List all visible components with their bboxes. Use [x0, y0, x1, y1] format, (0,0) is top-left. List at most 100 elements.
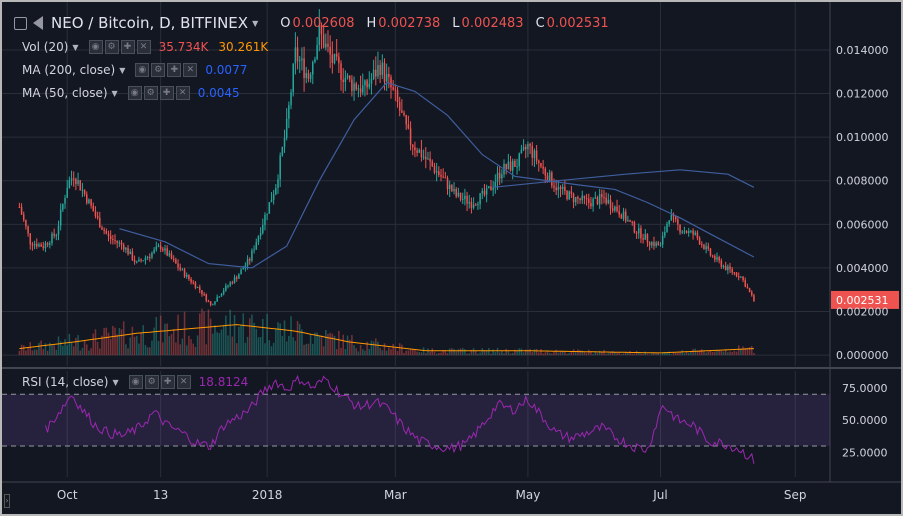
- candle-body: [442, 176, 444, 178]
- volume-bar: [407, 350, 410, 356]
- candle-body: [338, 56, 340, 64]
- candle-body: [257, 235, 260, 243]
- candle-body: [153, 249, 155, 253]
- candle-body: [101, 227, 103, 230]
- volume-bar: [731, 351, 733, 356]
- eye-icon[interactable]: ◉: [88, 40, 103, 54]
- volume-bar: [142, 325, 145, 356]
- candle-body: [81, 189, 84, 191]
- candle-body: [470, 202, 473, 208]
- candle-body: [655, 242, 657, 246]
- ma200-value: 0.0077: [205, 63, 248, 77]
- volume-bar: [433, 351, 436, 356]
- more-icon[interactable]: ✚: [120, 40, 135, 54]
- candle-body: [22, 214, 25, 220]
- volume-bar: [531, 352, 534, 356]
- candle-body: [748, 288, 751, 292]
- volume-bar: [283, 320, 286, 356]
- candle-body: [751, 291, 753, 296]
- settings-icon[interactable]: ⚙: [143, 86, 158, 100]
- more-icon[interactable]: ✚: [167, 63, 182, 77]
- volume-bar: [411, 349, 414, 356]
- symbol-title[interactable]: NEO / Bitcoin, D, BITFINEX: [51, 14, 249, 32]
- volume-bar: [598, 350, 601, 356]
- scroll-left-handle[interactable]: ›: [4, 494, 10, 508]
- volume-bar: [238, 326, 240, 356]
- close-icon[interactable]: ✕: [136, 40, 151, 54]
- rsi-label[interactable]: RSI (14, close): [22, 375, 109, 389]
- candle-body: [359, 88, 362, 93]
- volume-bar: [170, 334, 173, 356]
- candle-body: [96, 216, 99, 218]
- settings-icon[interactable]: ⚙: [144, 375, 159, 389]
- candle-body: [272, 194, 275, 200]
- candle-body: [170, 253, 173, 259]
- chevron-down-icon[interactable]: ▼: [252, 18, 259, 28]
- candle-body: [553, 185, 555, 188]
- rsi-tick-label: 75.0000: [842, 382, 888, 395]
- settings-icon[interactable]: ⚙: [151, 63, 166, 77]
- candle-body: [27, 226, 29, 234]
- volume-bar: [33, 349, 36, 356]
- candle-body: [464, 195, 466, 200]
- candle-body: [744, 280, 747, 287]
- ma200-label[interactable]: MA (200, close): [22, 63, 116, 77]
- eye-icon[interactable]: ◉: [128, 375, 143, 389]
- more-icon[interactable]: ✚: [159, 86, 174, 100]
- volume-bar: [444, 350, 447, 356]
- volume-bar: [57, 336, 60, 356]
- candle-body: [540, 162, 542, 167]
- eye-icon[interactable]: ◉: [127, 86, 142, 100]
- volume-bar: [366, 341, 368, 356]
- volume-bar: [664, 352, 666, 356]
- symbol-legend: NEO / Bitcoin, D, BITFINEX ▼ O 0.002608 …: [14, 14, 609, 32]
- volume-bar: [292, 337, 294, 356]
- volume-bar: [535, 348, 538, 356]
- settings-icon[interactable]: ⚙: [104, 40, 119, 54]
- candle-body: [196, 286, 199, 288]
- candle-body: [29, 233, 32, 245]
- volume-bar: [183, 311, 186, 356]
- volume-bar: [720, 350, 723, 356]
- candle-body: [420, 149, 423, 158]
- volume-bar: [296, 321, 299, 356]
- more-icon[interactable]: ✚: [160, 375, 175, 389]
- candle-body: [427, 158, 429, 160]
- candle-body: [731, 269, 733, 273]
- volume-bar: [281, 335, 284, 356]
- candle-body: [466, 195, 468, 204]
- candle-body: [233, 277, 236, 284]
- volume-bar: [685, 351, 688, 356]
- eye-icon[interactable]: ◉: [135, 63, 150, 77]
- ma50-label[interactable]: MA (50, close): [22, 86, 108, 100]
- candle-body: [109, 236, 112, 239]
- candle-body: [653, 241, 655, 246]
- volume-bar: [431, 348, 434, 356]
- candle-body: [303, 58, 305, 78]
- volume-bar: [85, 344, 88, 356]
- volume-bar: [551, 353, 553, 356]
- chevron-down-icon[interactable]: ▼: [111, 88, 118, 98]
- volume-bar: [548, 353, 551, 356]
- volume-bar: [577, 349, 579, 356]
- vol-label[interactable]: Vol (20): [22, 40, 69, 54]
- volume-bar: [81, 347, 84, 356]
- rsi-series-line: [45, 374, 755, 464]
- collapse-icon[interactable]: [14, 16, 27, 30]
- close-icon[interactable]: ✕: [175, 86, 190, 100]
- candle-body: [692, 230, 694, 235]
- volume-bar: [338, 330, 340, 356]
- chevron-down-icon[interactable]: ▼: [112, 377, 119, 387]
- close-icon[interactable]: ✕: [183, 63, 198, 77]
- volume-bar: [390, 349, 392, 356]
- candle-body: [703, 244, 705, 250]
- close-icon[interactable]: ✕: [176, 375, 191, 389]
- volume-bar: [259, 337, 262, 356]
- chevron-down-icon[interactable]: ▼: [72, 42, 79, 52]
- chevron-down-icon[interactable]: ▼: [119, 65, 126, 75]
- volume-bar: [451, 348, 453, 356]
- flag-icon[interactable]: [33, 16, 43, 30]
- volume-bar: [698, 350, 701, 356]
- candle-body: [451, 184, 453, 192]
